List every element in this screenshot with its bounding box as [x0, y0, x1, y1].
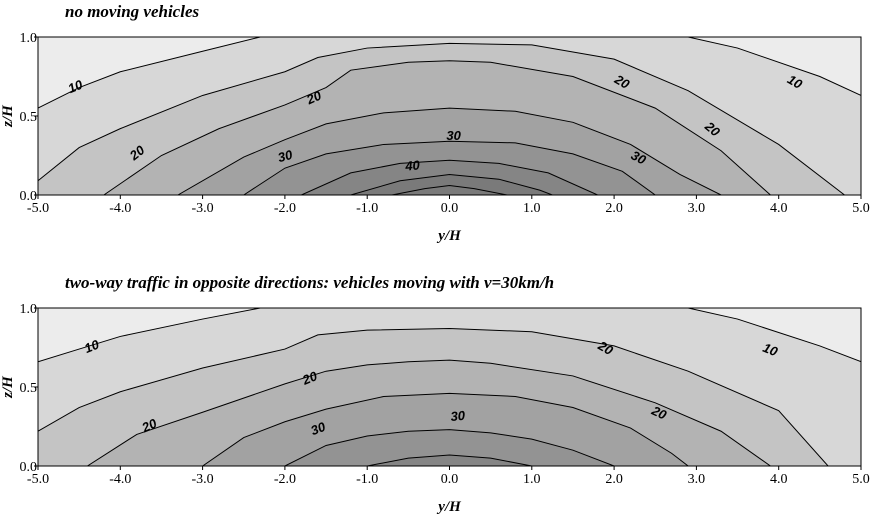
contour-label-text: 40 [404, 157, 421, 173]
contour-label-text: 20 [139, 415, 160, 435]
contour-region [350, 174, 553, 195]
x-tick-label: -3.0 [192, 201, 214, 216]
y-tick-label: 0.0 [20, 189, 38, 204]
contour-label: 10 [761, 340, 781, 360]
contour-label-text: 20 [649, 402, 670, 422]
contour-line [350, 173, 553, 195]
contour-label-text: 30 [450, 408, 466, 424]
contour-label: 20 [611, 71, 633, 92]
contour-region [284, 429, 615, 466]
x-tick-label: 5.0 [852, 472, 870, 487]
contour-label-text: 10 [761, 340, 781, 360]
x-axis-label: y/H [436, 228, 462, 244]
contour-label: 20 [303, 87, 324, 107]
contour-line [38, 37, 861, 109]
contour-line [202, 392, 689, 466]
x-tick-label: 4.0 [770, 472, 788, 487]
contour-label: 30 [446, 128, 461, 143]
contour-label: 40 [404, 157, 421, 173]
contour-line [38, 328, 829, 466]
contour-region [367, 454, 532, 466]
contour-line [284, 429, 615, 466]
contour-label-text: 30 [308, 419, 328, 439]
y-tick-label: 0.5 [20, 110, 38, 125]
contour-line [38, 308, 861, 363]
x-tick-label: 5.0 [852, 201, 870, 216]
x-tick-label: -3.0 [192, 472, 214, 487]
x-tick-label: -5.0 [27, 472, 49, 487]
contour-label: 10 [66, 76, 86, 96]
contour-label: 30 [308, 419, 328, 439]
x-tick-label: 4.0 [770, 201, 788, 216]
contour-label: 20 [299, 368, 320, 388]
x-tick-label: -4.0 [109, 472, 131, 487]
contour-label-text: 30 [446, 128, 461, 143]
contour-label-text: 20 [299, 368, 320, 388]
contour-label: 20 [649, 402, 670, 422]
contour-label-text: 30 [276, 147, 295, 165]
panel-1-title: no moving vehicles [65, 2, 200, 21]
x-tick-label: 3.0 [688, 201, 706, 216]
x-tick-label: 3.0 [688, 472, 706, 487]
x-axis-label: y/H [436, 499, 462, 515]
contour-label-text: 10 [66, 76, 86, 96]
contour-line [391, 185, 508, 195]
contour-label: 30 [450, 408, 466, 424]
contour-label-text: 20 [303, 87, 324, 107]
x-tick-label: 2.0 [605, 201, 623, 216]
contour-label-text: 20 [611, 71, 633, 92]
x-tick-label: 1.0 [523, 472, 541, 487]
y-tick-label: 0.5 [20, 381, 38, 396]
contour-label: 10 [82, 336, 102, 356]
contour-label-text: 10 [82, 336, 102, 356]
y-tick-label: 0.0 [20, 460, 38, 475]
x-tick-label: 0.0 [441, 201, 459, 216]
panel-2-title: two-way traffic in opposite directions: … [65, 273, 555, 292]
contour-label-text: 20 [595, 337, 617, 358]
y-axis-label: z/H [0, 104, 16, 128]
x-tick-label: 0.0 [441, 472, 459, 487]
x-tick-label: -2.0 [274, 472, 296, 487]
contour-line [177, 107, 722, 195]
y-axis-label: z/H [0, 375, 16, 399]
contour-line [38, 42, 845, 195]
contour-line [367, 454, 532, 466]
contour-label: 20 [139, 415, 160, 435]
y-tick-label: 1.0 [20, 31, 38, 46]
contour-line [87, 359, 771, 466]
x-tick-label: -4.0 [109, 201, 131, 216]
contour-label: 30 [276, 147, 295, 165]
contour-plot-2: 10 20 20 10 20 20 30 30 -5.0 -4.0 -3.0 -2.0 -1.0 0.0 1… [0, 302, 870, 515]
contour-line [301, 159, 598, 195]
x-tick-label: 1.0 [523, 201, 541, 216]
contour-line [103, 60, 771, 195]
x-tick-label: 2.0 [605, 472, 623, 487]
x-tick-label: -1.0 [356, 201, 378, 216]
y-tick-label: 1.0 [20, 302, 38, 317]
x-tick-label: -2.0 [274, 201, 296, 216]
contour-line [243, 140, 656, 195]
contour-region [391, 185, 508, 195]
x-tick-label: -5.0 [27, 201, 49, 216]
contour-label: 20 [595, 337, 617, 358]
x-tick-label: -1.0 [356, 472, 378, 487]
